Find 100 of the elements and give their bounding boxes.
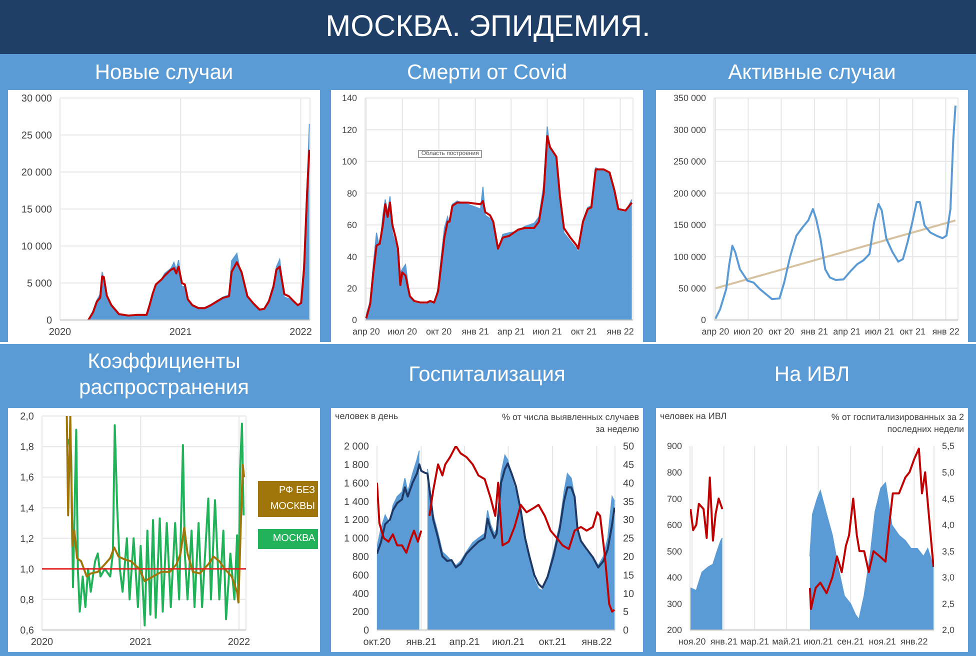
y-tick-label: 200 — [352, 607, 370, 618]
x-tick-label: янв 22 — [606, 326, 634, 336]
y2-tick-label: 30 — [623, 515, 635, 526]
y-tick-label: 1,2 — [20, 534, 34, 545]
x-tick-label: янв 21 — [462, 326, 489, 336]
y-tick-label: 1,8 — [20, 442, 34, 454]
chart-title: Коэффициенты распространения — [78, 349, 250, 401]
y-axis-title: человек в день — [335, 411, 398, 421]
y-tick-label: 0 — [46, 316, 52, 327]
y2-tick-label: 5,5 — [942, 441, 955, 452]
y-tick-label: 1,0 — [20, 564, 34, 576]
y-tick-label: 900 — [666, 441, 682, 452]
y2-axis-title: % от числа выявленных случаев за неделю — [500, 411, 639, 435]
chart-title: На ИВЛ — [773, 362, 851, 388]
y2-tick-label: 10 — [623, 588, 635, 600]
y2-tick-label: 4,5 — [942, 494, 955, 504]
x-tick-label: ноя.20 — [678, 636, 706, 646]
x-tick-label: янв.21 — [406, 637, 437, 648]
y-tick-label: 0 — [700, 315, 706, 326]
x-tick-label: апр 20 — [702, 326, 730, 336]
y-tick-label: 300 — [666, 598, 682, 609]
y2-tick-label: 4,0 — [942, 520, 955, 530]
x-tick-label: янв.21 — [710, 636, 738, 646]
x-tick-label: май.21 — [772, 636, 801, 646]
y-tick-label: 350 000 — [673, 93, 706, 104]
x-tick-label: янв 22 — [932, 326, 960, 336]
y-axis-title: человек на ИВЛ — [660, 411, 727, 421]
x-tick-label: апр.21 — [449, 637, 480, 648]
y-tick-label: 200 000 — [673, 188, 706, 198]
y2-tick-label: 45 — [623, 460, 635, 471]
y-tick-label: 15 000 — [21, 204, 52, 216]
y-tick-label: 100 000 — [673, 252, 706, 262]
y-tick-label: 1 600 — [344, 478, 370, 490]
y-tick-label: 1 000 — [344, 534, 370, 545]
x-tick-label: 2020 — [48, 327, 72, 338]
y-tick-label: 400 — [666, 572, 682, 583]
y2-tick-label: 5,0 — [942, 467, 955, 478]
y-tick-label: 2,0 — [20, 412, 34, 423]
y-tick-label: 800 — [666, 467, 682, 478]
x-tick-label: апр 21 — [497, 326, 525, 336]
text: МОСКВА — [258, 529, 318, 550]
y-tick-label: 1,4 — [20, 503, 34, 514]
x-tick-label: янв.22 — [900, 636, 928, 646]
text: МОСКВА. ЭПИДЕМИЯ. — [326, 10, 650, 44]
y-tick-label: 1 800 — [344, 460, 370, 471]
chart-title: Госпитализация — [408, 362, 566, 388]
y2-tick-label: 2,0 — [942, 625, 955, 636]
x-tick-label: 2022 — [228, 637, 251, 648]
y-tick-label: 2 000 — [344, 442, 370, 453]
x-tick-label: янв.22 — [582, 637, 612, 648]
y-tick-label: 5 000 — [26, 278, 52, 290]
y-tick-label: 400 — [352, 588, 370, 600]
y2-tick-label: 35 — [623, 496, 635, 508]
y-tick-label: 40 — [346, 252, 357, 262]
y-tick-label: 150 000 — [673, 220, 706, 230]
x-tick-label: окт.20 — [363, 637, 392, 648]
y-tick-label: 120 — [342, 124, 357, 135]
y-tick-label: 700 — [666, 494, 682, 504]
x-tick-label: ноя.21 — [868, 636, 896, 646]
x-tick-label: июл 20 — [388, 326, 417, 336]
y2-axis-title: % от госпитализированных за 2 последних недели — [830, 411, 964, 435]
y-tick-label: 250 000 — [673, 156, 706, 167]
y2-tick-label: 2,5 — [942, 598, 955, 609]
x-tick-label: июл 21 — [864, 326, 894, 336]
x-tick-label: 2022 — [290, 327, 312, 338]
y2-tick-label: 0 — [623, 626, 629, 637]
chart-title: Активные случаи — [727, 60, 897, 86]
x-tick-label: июл 21 — [532, 326, 562, 336]
y-tick-label: 0,6 — [20, 626, 34, 637]
x-tick-label: окт.21 — [538, 637, 567, 648]
y-tick-label: 10 000 — [21, 242, 52, 253]
y2-tick-label: 15 — [623, 570, 635, 582]
y-tick-label: 800 — [352, 552, 370, 563]
x-tick-label: янв 21 — [800, 326, 828, 336]
x-tick-label: 2021 — [130, 637, 152, 648]
y-tick-label: 500 — [666, 546, 682, 556]
text: РФ БЕЗ МОСКВЫ — [258, 481, 318, 518]
y-tick-label: 1,6 — [20, 472, 34, 484]
y-tick-label: 25 000 — [21, 130, 52, 142]
x-tick-label: апр 20 — [352, 326, 380, 336]
y2-tick-label: 20 — [623, 552, 635, 563]
y-tick-label: 0 — [352, 315, 357, 326]
x-tick-label: окт 20 — [768, 326, 794, 336]
x-tick-label: 2021 — [169, 327, 192, 338]
line-series — [377, 462, 615, 589]
chart-title: Смерти от Covid — [406, 60, 568, 86]
y2-tick-label: 50 — [623, 442, 635, 453]
chart-title: Новые случаи — [94, 60, 234, 86]
x-tick-label: окт 21 — [900, 326, 926, 336]
x-tick-label: сен.21 — [837, 636, 864, 646]
x-tick-label: июл.21 — [492, 637, 525, 648]
y2-tick-label: 40 — [623, 478, 635, 490]
x-tick-label: июл.21 — [804, 636, 833, 646]
x-tick-label: мар.21 — [740, 636, 770, 646]
y-tick-label: 0 — [363, 626, 370, 637]
y-tick-label: 1 200 — [344, 515, 370, 526]
y-tick-label: 0,8 — [20, 594, 34, 606]
x-tick-label: окт 20 — [426, 326, 452, 336]
x-tick-label: 2020 — [30, 637, 54, 648]
y-tick-label: 600 — [352, 570, 370, 582]
